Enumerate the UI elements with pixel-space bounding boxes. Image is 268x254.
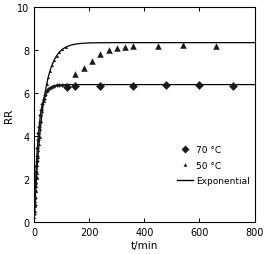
Point — [33, 194, 38, 198]
Point — [50, 85, 54, 89]
Point — [230, 84, 235, 88]
Point — [32, 203, 37, 208]
Point — [48, 86, 52, 90]
Point — [32, 209, 37, 213]
Point — [36, 138, 40, 142]
Point — [64, 83, 68, 87]
Point — [156, 45, 160, 49]
Point — [44, 83, 49, 87]
Point — [50, 64, 54, 68]
Point — [43, 93, 47, 98]
Point — [115, 47, 119, 51]
Point — [35, 155, 39, 159]
Point — [38, 121, 42, 125]
Point — [33, 182, 38, 186]
Point — [57, 51, 62, 55]
Point — [60, 83, 65, 87]
Point — [38, 136, 42, 140]
Point — [39, 119, 43, 123]
Point — [33, 196, 37, 200]
Point — [43, 91, 47, 95]
Point — [34, 176, 38, 180]
Point — [131, 84, 135, 88]
Point — [42, 97, 46, 101]
Point — [52, 59, 56, 63]
Point — [48, 69, 52, 73]
Point — [32, 215, 36, 219]
Point — [38, 114, 43, 118]
Point — [36, 132, 41, 136]
Point — [73, 84, 77, 88]
Point — [33, 199, 37, 203]
Point — [32, 212, 36, 216]
Point — [37, 126, 41, 130]
Point — [34, 165, 38, 169]
Point — [34, 160, 39, 164]
Point — [73, 72, 77, 76]
Point — [54, 84, 59, 88]
Point — [164, 83, 169, 87]
Point — [42, 100, 46, 104]
X-axis label: t/min: t/min — [131, 240, 158, 250]
Point — [54, 54, 59, 58]
Point — [37, 142, 41, 146]
Point — [36, 156, 40, 160]
Point — [44, 90, 49, 94]
Point — [106, 49, 111, 53]
Point — [181, 44, 185, 48]
Point — [65, 85, 69, 89]
Point — [34, 170, 38, 174]
Point — [46, 75, 51, 80]
Point — [90, 60, 94, 64]
Point — [81, 67, 86, 71]
Point — [34, 189, 38, 193]
Point — [39, 108, 43, 113]
Point — [123, 46, 127, 50]
Point — [36, 149, 41, 153]
Point — [214, 45, 218, 49]
Point — [197, 83, 202, 87]
Point — [40, 110, 44, 114]
Point — [131, 45, 135, 49]
Point — [40, 103, 44, 107]
Point — [34, 176, 39, 180]
Point — [35, 163, 39, 167]
Point — [46, 88, 51, 92]
Y-axis label: RR: RR — [4, 108, 14, 122]
Point — [35, 171, 39, 175]
Point — [34, 184, 38, 188]
Point — [33, 189, 37, 193]
Point — [34, 180, 38, 184]
Legend: 70 °C, 50 °C, Exponential: 70 °C, 50 °C, Exponential — [177, 145, 250, 186]
Point — [33, 204, 37, 208]
Point — [57, 84, 62, 88]
Point — [38, 127, 43, 131]
Point — [52, 84, 56, 88]
Point — [35, 146, 39, 150]
Point — [64, 46, 68, 50]
Point — [98, 53, 102, 57]
Point — [98, 84, 102, 88]
Point — [60, 48, 65, 52]
